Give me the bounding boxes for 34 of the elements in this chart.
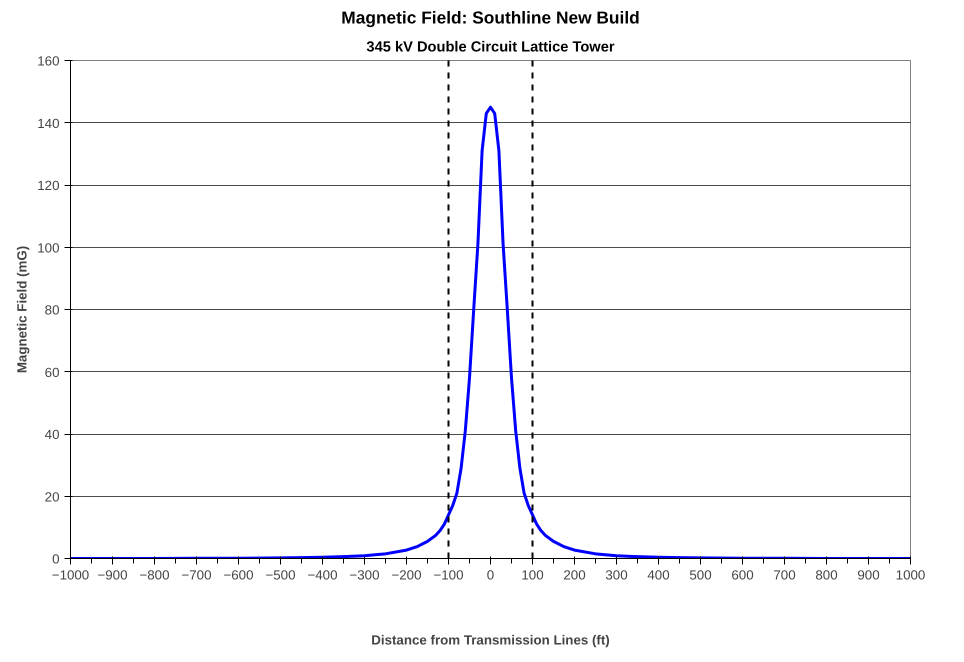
x-tick-label: −700 xyxy=(181,568,212,582)
x-tick-label: −300 xyxy=(349,568,380,582)
y-tick-label: 120 xyxy=(37,178,60,193)
y-tick-label: 60 xyxy=(44,364,60,380)
x-tick-label: −800 xyxy=(139,568,170,582)
chart-title: Magnetic Field: Southline New Build xyxy=(341,8,640,28)
y-tick-label: 160 xyxy=(37,54,60,68)
x-axis-title: Distance from Transmission Lines (ft) xyxy=(371,632,610,648)
y-axis-title: Magnetic Field (mG) xyxy=(14,246,30,374)
y-tick-label: 140 xyxy=(37,116,60,131)
x-tick-label: −500 xyxy=(265,568,296,582)
x-tick-label: −100 xyxy=(433,568,464,582)
y-tick-label: 20 xyxy=(44,489,60,504)
y-tick-label: 100 xyxy=(37,240,60,256)
x-tick-label: −200 xyxy=(391,568,422,582)
y-tick-label: 0 xyxy=(52,552,60,566)
x-tick-label: 0 xyxy=(486,568,494,582)
x-tick-label: 400 xyxy=(647,568,670,582)
chart-subtitle: 345 kV Double Circuit Lattice Tower xyxy=(366,40,615,56)
x-tick-label: 200 xyxy=(563,568,586,582)
x-tick-label: −1000 xyxy=(52,568,90,582)
y-tick-label: 80 xyxy=(44,302,60,318)
x-tick-label: −900 xyxy=(97,568,128,582)
x-tick-label: 600 xyxy=(731,568,754,582)
x-tick-label: 800 xyxy=(815,568,838,582)
y-tick-label: 40 xyxy=(44,427,60,442)
x-tick-label: 1000 xyxy=(896,568,926,582)
x-tick-label: 700 xyxy=(773,568,796,582)
x-tick-label: 300 xyxy=(605,568,628,582)
x-tick-label: 500 xyxy=(689,568,712,582)
x-tick-label: −400 xyxy=(307,568,338,582)
x-tick-label: 900 xyxy=(857,568,880,582)
x-tick-label: 100 xyxy=(521,568,544,582)
x-tick-label: −600 xyxy=(223,568,254,582)
